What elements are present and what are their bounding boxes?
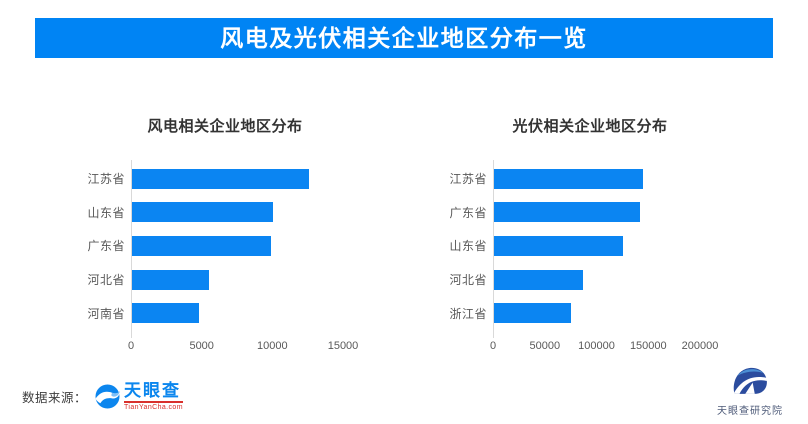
bar bbox=[494, 168, 643, 189]
research-wave-icon bbox=[733, 367, 767, 394]
bar bbox=[494, 303, 571, 324]
data-source: 数据来源： 天眼查 TianYanCha.com bbox=[22, 382, 183, 411]
research-institute-logo: 天眼查研究院 bbox=[700, 364, 800, 417]
category-label: 河北省 bbox=[87, 273, 125, 288]
bar bbox=[132, 202, 274, 223]
wind-chart-title: 风电相关企业地区分布 bbox=[147, 118, 303, 135]
bar-row: 广东省 bbox=[420, 196, 760, 230]
y-axis-line bbox=[493, 160, 494, 338]
x-axis-ticks: 0 5000 10000 15000 bbox=[60, 340, 390, 354]
bar-rows: 江苏省广东省山东省河北省浙江省 bbox=[420, 162, 760, 330]
bar-row: 江苏省 bbox=[420, 162, 760, 196]
x-tick-label: 150000 bbox=[629, 340, 667, 352]
bar bbox=[494, 269, 583, 290]
y-axis-line bbox=[131, 160, 132, 338]
category-label: 江苏省 bbox=[449, 172, 487, 187]
x-tick-label: 15000 bbox=[327, 340, 359, 352]
tianyancha-wave-icon bbox=[95, 384, 120, 409]
x-axis-ticks: 0 50000 100000 150000 200000 bbox=[420, 340, 760, 354]
bar-row: 河南省 bbox=[60, 296, 390, 330]
banner-title: 风电及光伏相关企业地区分布一览 bbox=[220, 24, 588, 51]
banner: 风电及光伏相关企业地区分布一览 bbox=[35, 18, 773, 58]
bar-row: 江苏省 bbox=[60, 162, 390, 196]
x-tick-label: 0 bbox=[489, 340, 497, 352]
x-tick-label: 0 bbox=[127, 340, 135, 352]
bar bbox=[494, 235, 624, 256]
bar-row: 河北省 bbox=[420, 263, 760, 297]
bar-row: 广东省 bbox=[60, 229, 390, 263]
category-label: 河南省 bbox=[87, 306, 125, 321]
x-tick-label: 5000 bbox=[189, 340, 214, 352]
bar-row: 山东省 bbox=[60, 196, 390, 230]
category-label: 浙江省 bbox=[449, 306, 487, 321]
x-tick-label: 10000 bbox=[257, 340, 288, 352]
tianyancha-url-text: TianYanCha.com bbox=[124, 400, 183, 411]
x-tick-label: 200000 bbox=[681, 340, 719, 352]
bar bbox=[132, 235, 272, 256]
tianyancha-logo: 天眼查 TianYanCha.com bbox=[124, 382, 183, 411]
category-label: 广东省 bbox=[449, 205, 487, 220]
category-label: 山东省 bbox=[87, 205, 125, 220]
bar bbox=[132, 168, 309, 189]
bar bbox=[132, 269, 209, 290]
pv-chart-title: 光伏相关企业地区分布 bbox=[512, 118, 668, 135]
x-tick-label: 50000 bbox=[529, 340, 561, 352]
category-label: 河北省 bbox=[449, 273, 487, 288]
bar-row: 浙江省 bbox=[420, 296, 760, 330]
category-label: 江苏省 bbox=[87, 172, 125, 187]
photovoltaic-chart: 光伏相关企业地区分布 江苏省广东省山东省河北省浙江省 0 50000 100000 1… bbox=[420, 112, 760, 367]
research-institute-text: 天眼查研究院 bbox=[717, 406, 783, 417]
wind-power-chart: 风电相关企业地区分布 江苏省山东省广东省河北省河南省 0 5000 10000 150… bbox=[60, 112, 390, 367]
tianyancha-logo-text: 天眼查 bbox=[124, 381, 182, 400]
bar-row: 河北省 bbox=[60, 263, 390, 297]
category-label: 广东省 bbox=[87, 239, 125, 254]
bar-rows: 江苏省山东省广东省河北省河南省 bbox=[60, 162, 390, 330]
data-source-label: 数据来源： bbox=[22, 390, 88, 405]
bar bbox=[494, 202, 640, 223]
bar bbox=[132, 303, 200, 324]
category-label: 山东省 bbox=[449, 239, 487, 254]
x-tick-label: 100000 bbox=[578, 340, 615, 352]
bar-row: 山东省 bbox=[420, 229, 760, 263]
